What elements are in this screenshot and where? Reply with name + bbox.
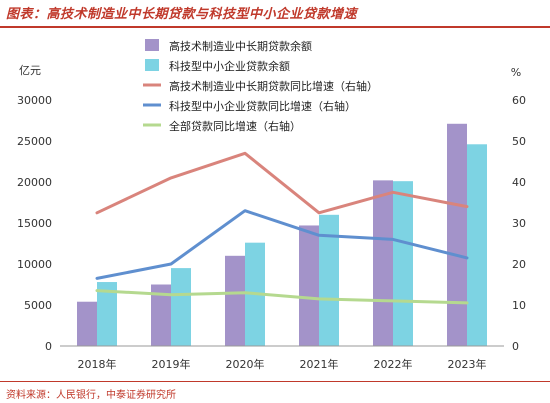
- legend-label: 科技型中小企业贷款余额: [169, 59, 290, 73]
- bar-smallbiz-loan-balance: [97, 282, 117, 346]
- right-tick-label: 30: [512, 217, 526, 230]
- category-label: 2022年: [374, 357, 413, 371]
- right-tick-label: 20: [512, 258, 526, 271]
- bar-smallbiz-loan-balance: [171, 268, 191, 346]
- footer-divider: [0, 381, 550, 382]
- bar-hightech-loan-balance: [151, 284, 171, 346]
- total-loan-growth-line: [95, 289, 469, 305]
- category-label: 2020年: [226, 357, 265, 371]
- bar-smallbiz-loan-balance: [467, 144, 487, 346]
- chart-title: 图表：高技术制造业中长期贷款与科技型中小企业贷款增速: [6, 7, 358, 22]
- left-tick-label: 0: [45, 340, 52, 353]
- hightech-growth-line: [95, 151, 469, 215]
- right-tick-label: 10: [512, 299, 526, 312]
- bar-hightech-loan-balance: [447, 123, 467, 346]
- bar-smallbiz-loan-balance: [393, 181, 413, 346]
- left-tick-label: 20000: [17, 176, 52, 189]
- bar-hightech-loan-balance: [373, 180, 393, 346]
- left-tick-label: 10000: [17, 258, 52, 271]
- bar-hightech-loan-balance: [225, 255, 245, 346]
- title-divider: [0, 26, 550, 28]
- right-tick-label: 0: [512, 340, 519, 353]
- legend-label: 全部贷款同比增速（右轴）: [169, 119, 301, 133]
- legend-label: 高技术制造业中长期贷款同比增速（右轴）: [169, 79, 378, 93]
- bar-hightech-loan-balance: [77, 301, 97, 346]
- right-tick-label: 40: [512, 176, 526, 189]
- right-tick-label: 50: [512, 135, 526, 148]
- right-axis-unit: %: [511, 66, 521, 79]
- left-tick-label: 30000: [17, 94, 52, 107]
- legend-label: 高技术制造业中长期贷款余额: [169, 39, 312, 53]
- category-label: 2021年: [300, 357, 339, 371]
- legend-swatch: [145, 39, 159, 51]
- category-label: 2019年: [152, 357, 191, 371]
- left-axis-unit: 亿元: [19, 64, 41, 77]
- smallbiz-growth-line: [95, 209, 469, 280]
- left-tick-label: 25000: [17, 135, 52, 148]
- bar-smallbiz-loan-balance: [319, 214, 339, 346]
- left-tick-label: 15000: [17, 217, 52, 230]
- category-label: 2018年: [78, 357, 117, 371]
- left-tick-label: 5000: [24, 299, 52, 312]
- right-tick-label: 60: [512, 94, 526, 107]
- source-note: 资料来源：人民银行，中泰证券研究所: [6, 390, 176, 401]
- bar-hightech-loan-balance: [299, 225, 319, 346]
- legend-label: 科技型中小企业贷款同比增速（右轴）: [169, 99, 356, 113]
- legend-swatch: [145, 59, 159, 71]
- category-label: 2023年: [448, 357, 487, 371]
